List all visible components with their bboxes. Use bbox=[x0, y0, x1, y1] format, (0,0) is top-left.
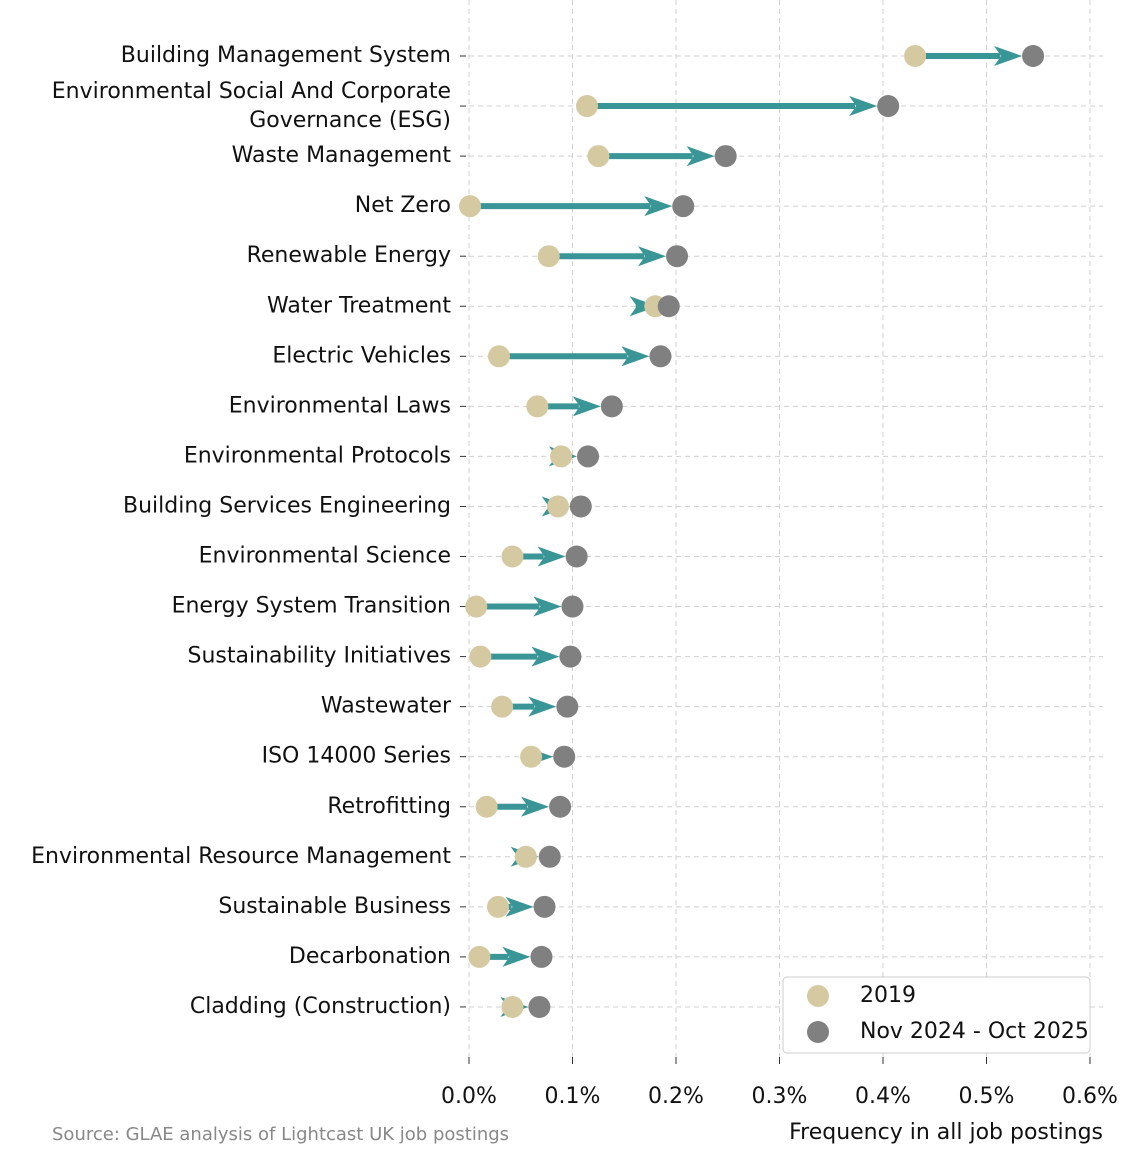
dot bbox=[904, 45, 927, 67]
dot bbox=[672, 195, 695, 218]
dot bbox=[1022, 45, 1045, 67]
arrow-head bbox=[537, 546, 566, 567]
dot bbox=[469, 645, 492, 668]
y-tick-label: Building Management System bbox=[121, 43, 451, 68]
y-tick-label: Renewable Energy bbox=[247, 243, 451, 268]
y-tick-label: Environmental Laws bbox=[229, 393, 451, 418]
arrow-head bbox=[638, 246, 667, 267]
dot bbox=[666, 245, 689, 268]
dot bbox=[657, 295, 680, 318]
arrow-head bbox=[502, 946, 531, 967]
arrow-head bbox=[572, 396, 601, 417]
dot bbox=[559, 645, 582, 668]
arrow-head bbox=[531, 646, 560, 667]
arrow-head bbox=[849, 96, 878, 117]
legend-marker bbox=[807, 985, 829, 1007]
dot bbox=[533, 895, 556, 918]
y-tick-label: Electric Vehicles bbox=[272, 343, 451, 368]
arrow-head bbox=[994, 46, 1023, 66]
dot bbox=[528, 995, 551, 1018]
legend-marker bbox=[807, 1021, 829, 1043]
arrow-head bbox=[686, 146, 715, 167]
y-tick-label: Sustainable Business bbox=[218, 894, 451, 919]
y-tick-label: Building Services Engineering bbox=[123, 493, 451, 518]
x-tick-label: 0.1% bbox=[545, 1084, 601, 1109]
dot bbox=[501, 545, 524, 568]
y-tick-label: Environmental Resource Management bbox=[31, 844, 451, 869]
x-tick-label: 0.6% bbox=[1062, 1084, 1118, 1109]
y-tick-label: Environmental Protocols bbox=[184, 443, 451, 468]
dot bbox=[556, 695, 579, 718]
dot bbox=[468, 945, 491, 968]
legend-label: 2019 bbox=[860, 983, 916, 1008]
dot bbox=[577, 445, 600, 468]
arrow-head bbox=[528, 696, 557, 717]
y-tick-label: Waste Management bbox=[232, 143, 452, 168]
arrow-head bbox=[521, 796, 550, 817]
x-tick-label: 0.2% bbox=[648, 1084, 704, 1109]
arrow-head bbox=[621, 346, 650, 367]
dot bbox=[569, 495, 592, 518]
dot bbox=[538, 845, 561, 868]
legend-box bbox=[782, 976, 1091, 1054]
x-tick-label: 0.0% bbox=[441, 1084, 497, 1109]
arrow-head bbox=[533, 596, 562, 617]
dot bbox=[714, 145, 737, 168]
dot bbox=[565, 545, 588, 568]
y-tick-label: Energy System Transition bbox=[172, 594, 451, 619]
legend-label: Nov 2024 - Oct 2025 bbox=[860, 1019, 1089, 1044]
y-tick-label: Environmental Social And Corporate Govern… bbox=[52, 79, 451, 133]
y-tick-label: ISO 14000 Series bbox=[262, 744, 451, 769]
x-axis-label: Frequency in all job postings bbox=[789, 1120, 1103, 1145]
dot bbox=[530, 945, 553, 968]
y-tick-label: Water Treatment bbox=[267, 293, 451, 318]
dot bbox=[600, 395, 623, 418]
x-tick-label: 0.4% bbox=[855, 1084, 911, 1109]
x-tick-label: 0.3% bbox=[752, 1084, 808, 1109]
dot bbox=[486, 895, 509, 918]
dot bbox=[501, 995, 524, 1018]
y-tick-label: Decarbonation bbox=[289, 944, 451, 969]
y-tick-label: Sustainability Initiatives bbox=[188, 644, 451, 669]
dot bbox=[514, 845, 537, 868]
y-tick-label: Net Zero bbox=[355, 193, 451, 218]
arrow-head bbox=[505, 896, 534, 917]
y-tick-label: Retrofitting bbox=[327, 794, 451, 819]
dot bbox=[475, 795, 498, 818]
arrow-head bbox=[629, 296, 658, 317]
dot bbox=[537, 245, 560, 268]
dot bbox=[877, 95, 900, 118]
y-tick-label: Environmental Science bbox=[199, 544, 451, 569]
y-tick-label: Cladding (Construction) bbox=[190, 994, 451, 1019]
y-tick-label: Wastewater bbox=[321, 694, 452, 719]
dot bbox=[491, 695, 514, 718]
dot bbox=[553, 745, 576, 768]
dot bbox=[526, 395, 549, 418]
dot bbox=[649, 345, 672, 368]
dot bbox=[561, 595, 584, 618]
dot bbox=[587, 145, 610, 168]
dot bbox=[520, 745, 543, 768]
dot bbox=[488, 345, 511, 368]
dot bbox=[465, 595, 488, 618]
dot bbox=[549, 795, 572, 818]
dot bbox=[550, 445, 573, 468]
dot bbox=[575, 95, 598, 118]
dot bbox=[547, 495, 570, 518]
x-tick-label: 0.5% bbox=[959, 1084, 1015, 1109]
dot bbox=[459, 195, 482, 218]
source-note: Source: GLAE analysis of Lightcast UK jo… bbox=[52, 1124, 509, 1145]
arrow-head bbox=[644, 196, 673, 217]
